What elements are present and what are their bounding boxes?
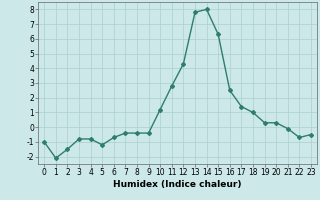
X-axis label: Humidex (Indice chaleur): Humidex (Indice chaleur) — [113, 180, 242, 189]
